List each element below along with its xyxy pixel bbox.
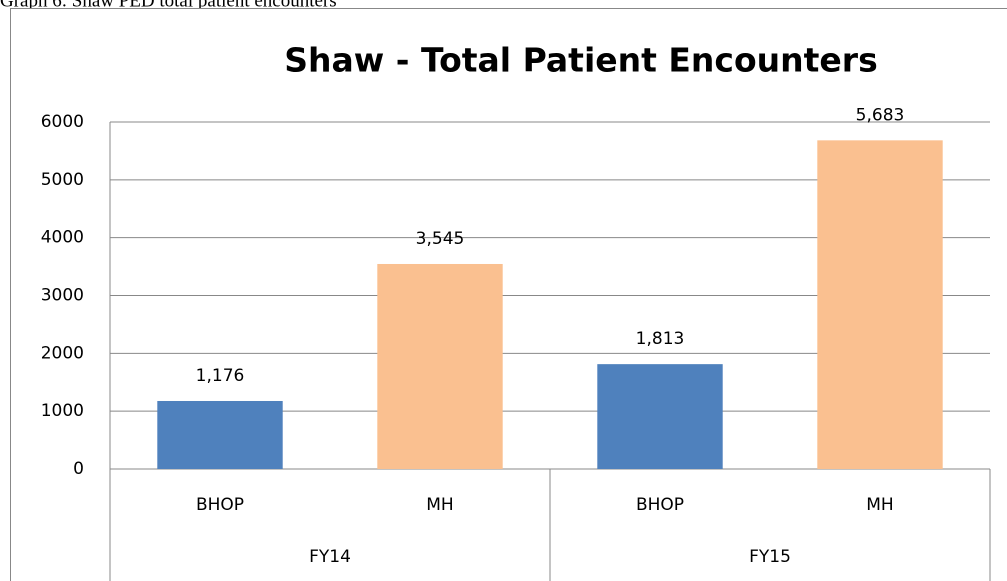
y-tick-label: 2000 xyxy=(41,343,84,363)
data-label: 1,176 xyxy=(196,366,245,386)
x-tick-label: BHOP xyxy=(196,495,244,515)
bar xyxy=(817,140,943,469)
y-tick-label: 1000 xyxy=(41,401,84,421)
bar xyxy=(377,263,503,469)
bar xyxy=(597,364,723,469)
y-tick-label: 0 xyxy=(73,459,84,479)
y-tick-label: 6000 xyxy=(41,112,84,132)
data-label: 3,545 xyxy=(416,229,465,249)
y-tick-label: 4000 xyxy=(41,228,84,248)
chart-title: Shaw - Total Patient Encounters xyxy=(284,41,877,80)
caption: Graph 6: Shaw PED total patient encounte… xyxy=(0,0,337,11)
y-tick-label: 5000 xyxy=(41,170,84,190)
data-label: 1,813 xyxy=(636,329,685,349)
group-label: FY14 xyxy=(309,547,351,567)
y-tick-label: 3000 xyxy=(41,286,84,306)
x-tick-label: MH xyxy=(866,495,893,515)
group-label: FY15 xyxy=(749,547,791,567)
data-label: 5,683 xyxy=(856,105,905,125)
x-tick-label: MH xyxy=(426,495,453,515)
bar xyxy=(157,400,283,469)
x-tick-label: BHOP xyxy=(636,495,684,515)
